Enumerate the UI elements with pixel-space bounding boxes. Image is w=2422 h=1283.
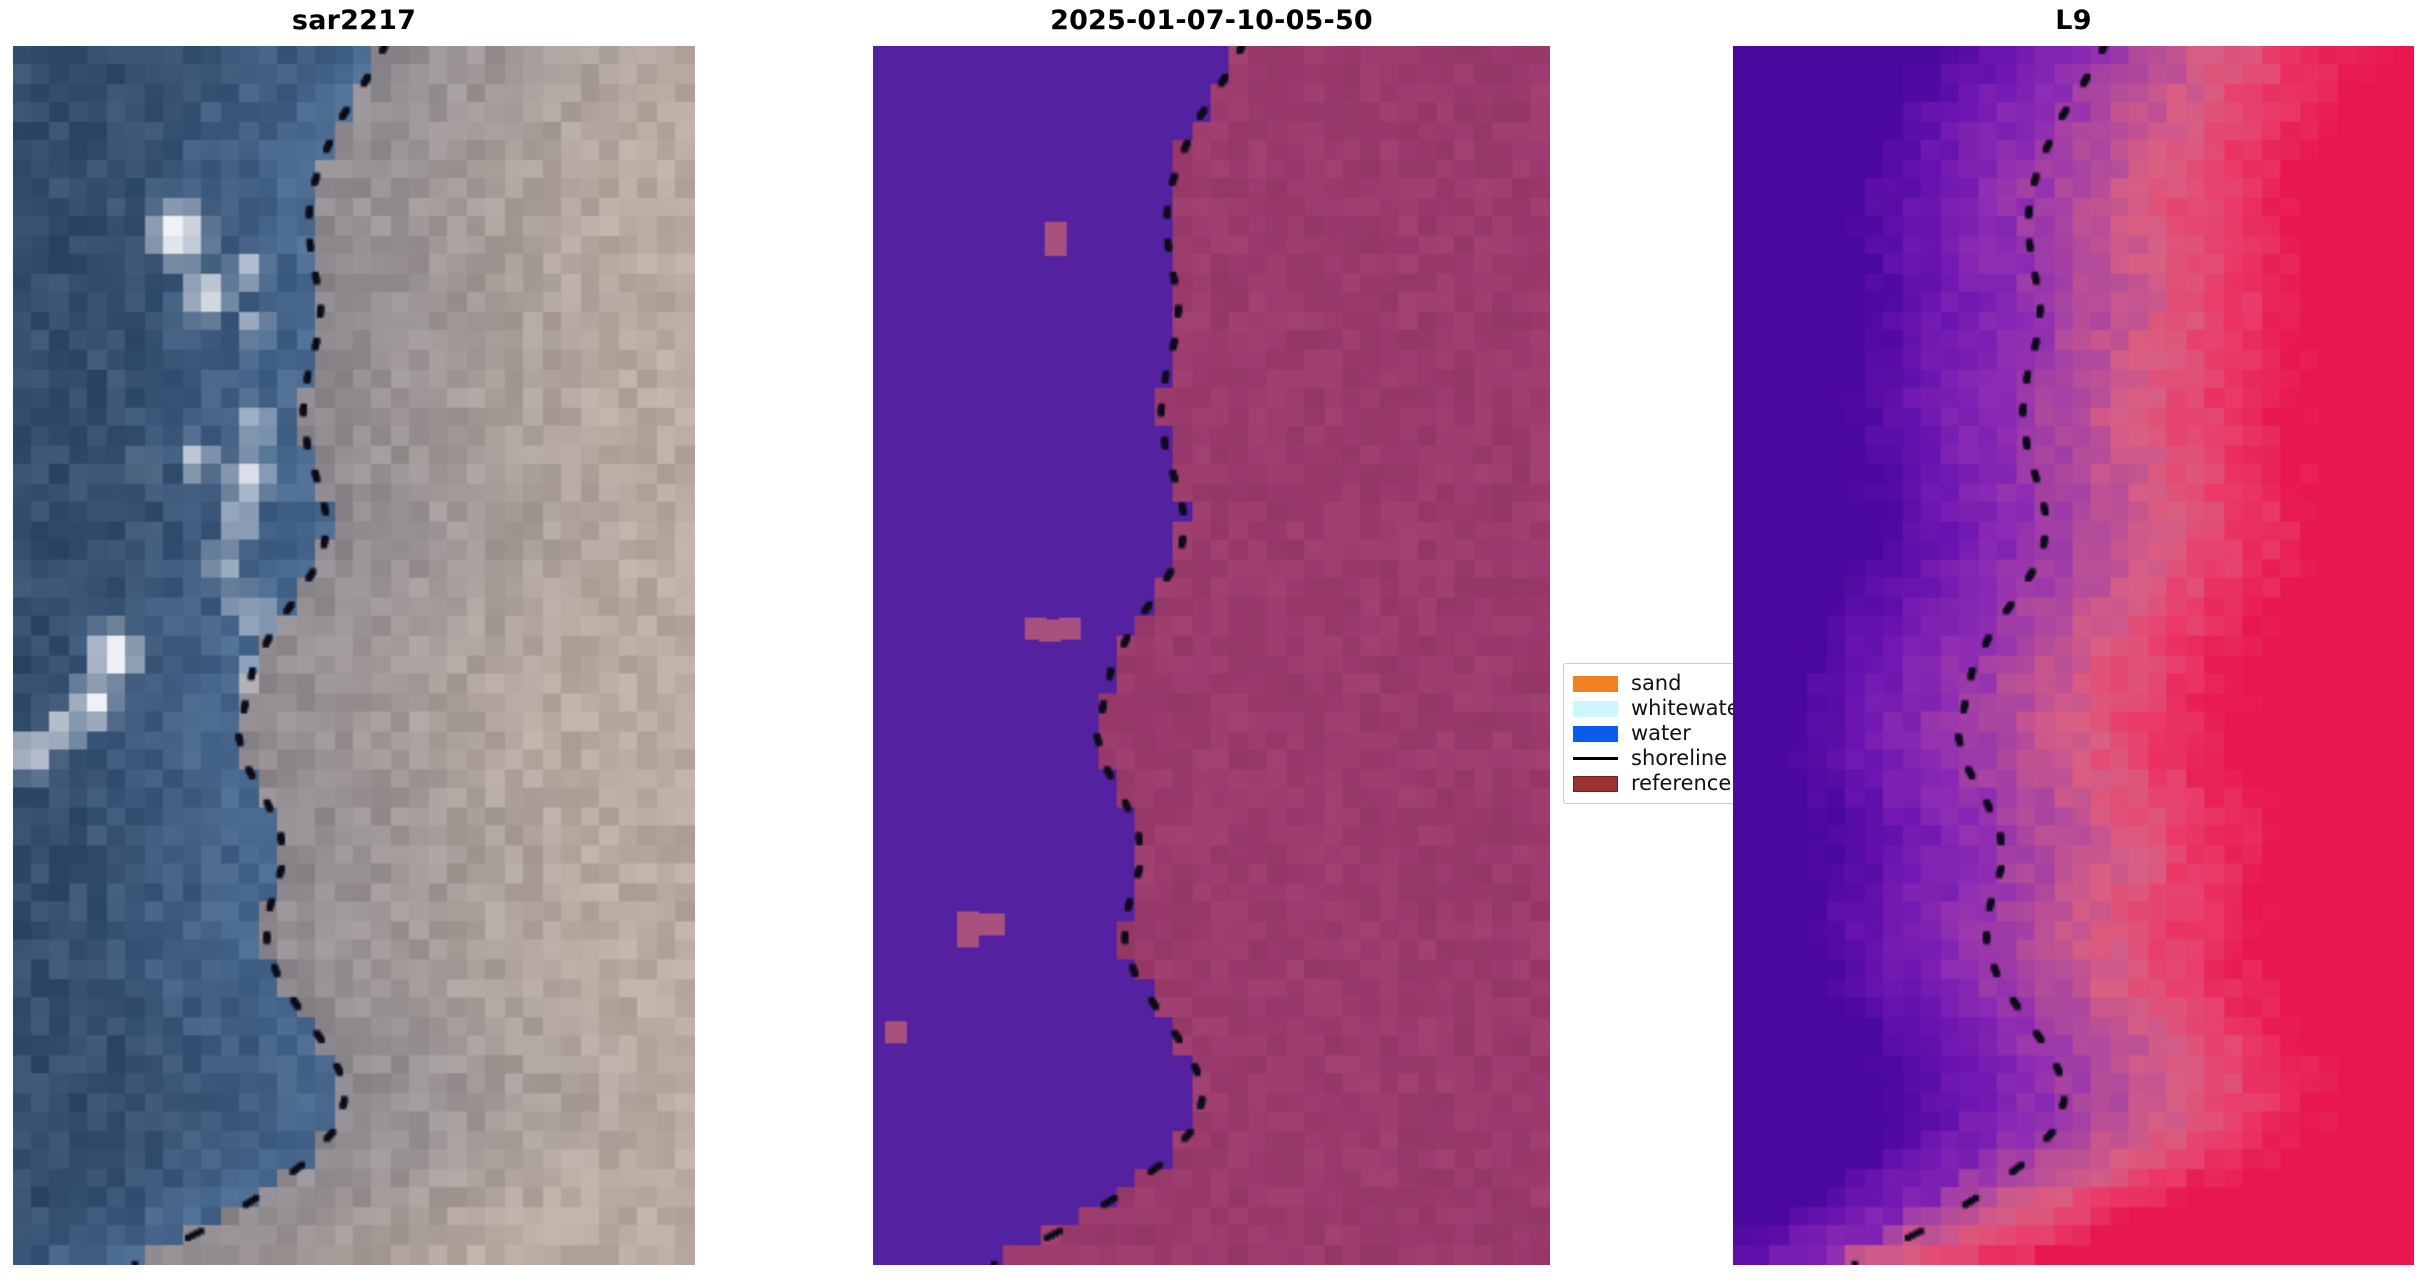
legend-line-shoreline <box>1573 757 1618 760</box>
panel-classified-image[interactable] <box>873 46 1550 1265</box>
legend-box: sand whitewater water shoreline referenc… <box>1563 663 1748 804</box>
legend-label-reference: reference <box>1631 771 1732 795</box>
panel-title-sar: sar2217 <box>291 5 417 36</box>
legend-swatch-reference <box>1573 775 1618 792</box>
legend-swatch-water <box>1573 725 1618 742</box>
legend-label-sand: sand <box>1631 671 1682 695</box>
panel-title-l9: L9 <box>2055 5 2092 36</box>
legend-label-shoreline: shoreline <box>1631 746 1728 770</box>
legend-swatch-whitewater <box>1573 700 1618 717</box>
panel-sar-image[interactable] <box>13 46 695 1265</box>
legend-item-sand: sand <box>1573 671 1725 696</box>
legend-item-water: water <box>1573 721 1725 746</box>
legend-item-shoreline: shoreline <box>1573 746 1728 771</box>
legend-item-whitewater: whitewater <box>1573 696 1748 721</box>
legend-label-whitewater: whitewater <box>1631 696 1749 720</box>
sar-raster <box>13 46 695 1265</box>
panel-title-classified: 2025-01-07-10-05-50 <box>1050 5 1373 36</box>
l9-raster <box>1733 46 2414 1265</box>
legend-item-reference: reference <box>1573 771 1731 796</box>
classified-raster <box>873 46 1550 1265</box>
legend-swatch-sand <box>1573 675 1618 692</box>
panel-l9-image[interactable] <box>1733 46 2414 1265</box>
legend-label-water: water <box>1631 721 1691 745</box>
